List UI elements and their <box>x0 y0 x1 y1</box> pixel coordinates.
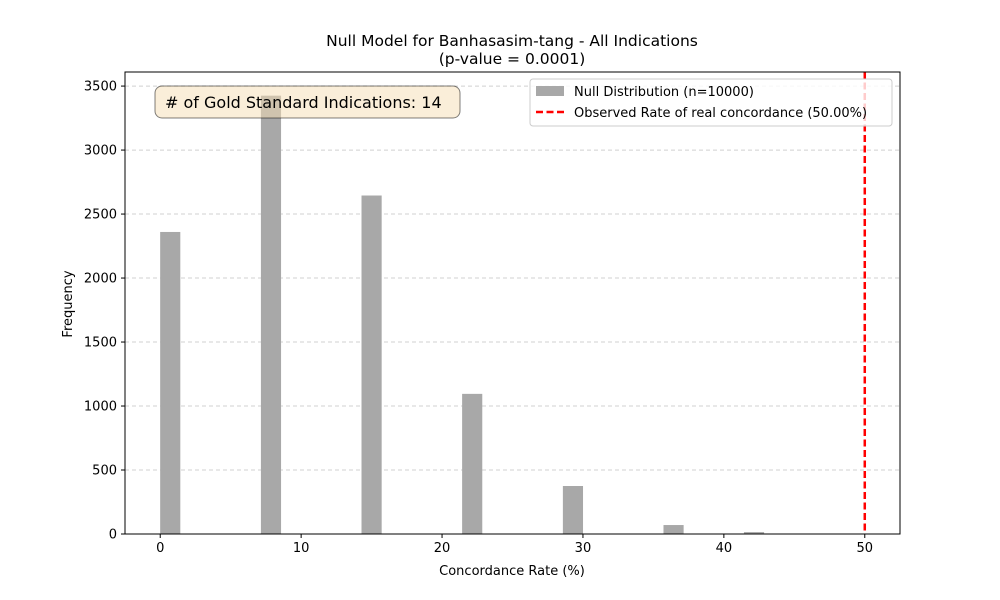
legend-label-null-distribution: Null Distribution (n=10000) <box>574 85 754 100</box>
x-tick-label-40: 40 <box>716 541 733 556</box>
annotation-background <box>154 85 461 119</box>
y-tick-label-1000: 1000 <box>84 400 117 415</box>
bars <box>160 95 765 535</box>
bar-6 <box>743 532 765 534</box>
annotation-box: # of Gold Standard Indications: 14 <box>154 85 461 119</box>
annotation-text: # of Gold Standard Indications: 14 <box>165 93 442 112</box>
chart-subtitle: (p-value = 0.0001) <box>439 50 586 68</box>
bar-5 <box>663 525 684 534</box>
bar-3 <box>462 393 483 534</box>
bar-2 <box>361 195 382 535</box>
y-tick-label-3500: 3500 <box>84 80 117 95</box>
y-axis-ticks: 0 500 1000 1500 2000 2500 3000 3500 <box>84 80 125 543</box>
bar-1 <box>260 95 282 534</box>
y-tick-label-2000: 2000 <box>84 272 117 287</box>
bar-4 <box>562 486 584 534</box>
y-tick-label-500: 500 <box>92 464 117 479</box>
x-axis-label: Concordance Rate (%) <box>439 564 585 579</box>
x-tick-label-20: 20 <box>434 541 451 556</box>
x-tick-label-50: 50 <box>856 541 873 556</box>
y-tick-label-3000: 3000 <box>84 144 117 159</box>
legend: Null Distribution (n=10000) Observed Rat… <box>529 78 893 127</box>
bar-0 <box>160 231 181 535</box>
x-tick-label-30: 30 <box>575 541 592 556</box>
x-axis-ticks: 0 10 20 30 40 50 <box>156 534 873 556</box>
y-tick-label-1500: 1500 <box>84 336 117 351</box>
chart-title: Null Model for Banhasasim-tang - All Ind… <box>326 32 698 50</box>
y-axis-label: Frequency <box>61 270 76 337</box>
y-tick-label-2500: 2500 <box>84 208 117 223</box>
y-tick-label-0: 0 <box>109 528 117 543</box>
x-tick-label-0: 0 <box>156 541 164 556</box>
x-tick-label-10: 10 <box>293 541 310 556</box>
legend-swatch-null-distribution <box>536 86 564 96</box>
plot-frame <box>124 71 901 535</box>
legend-label-observed-rate: Observed Rate of real concordance (50.00… <box>574 106 867 121</box>
legend-frame <box>529 78 893 127</box>
